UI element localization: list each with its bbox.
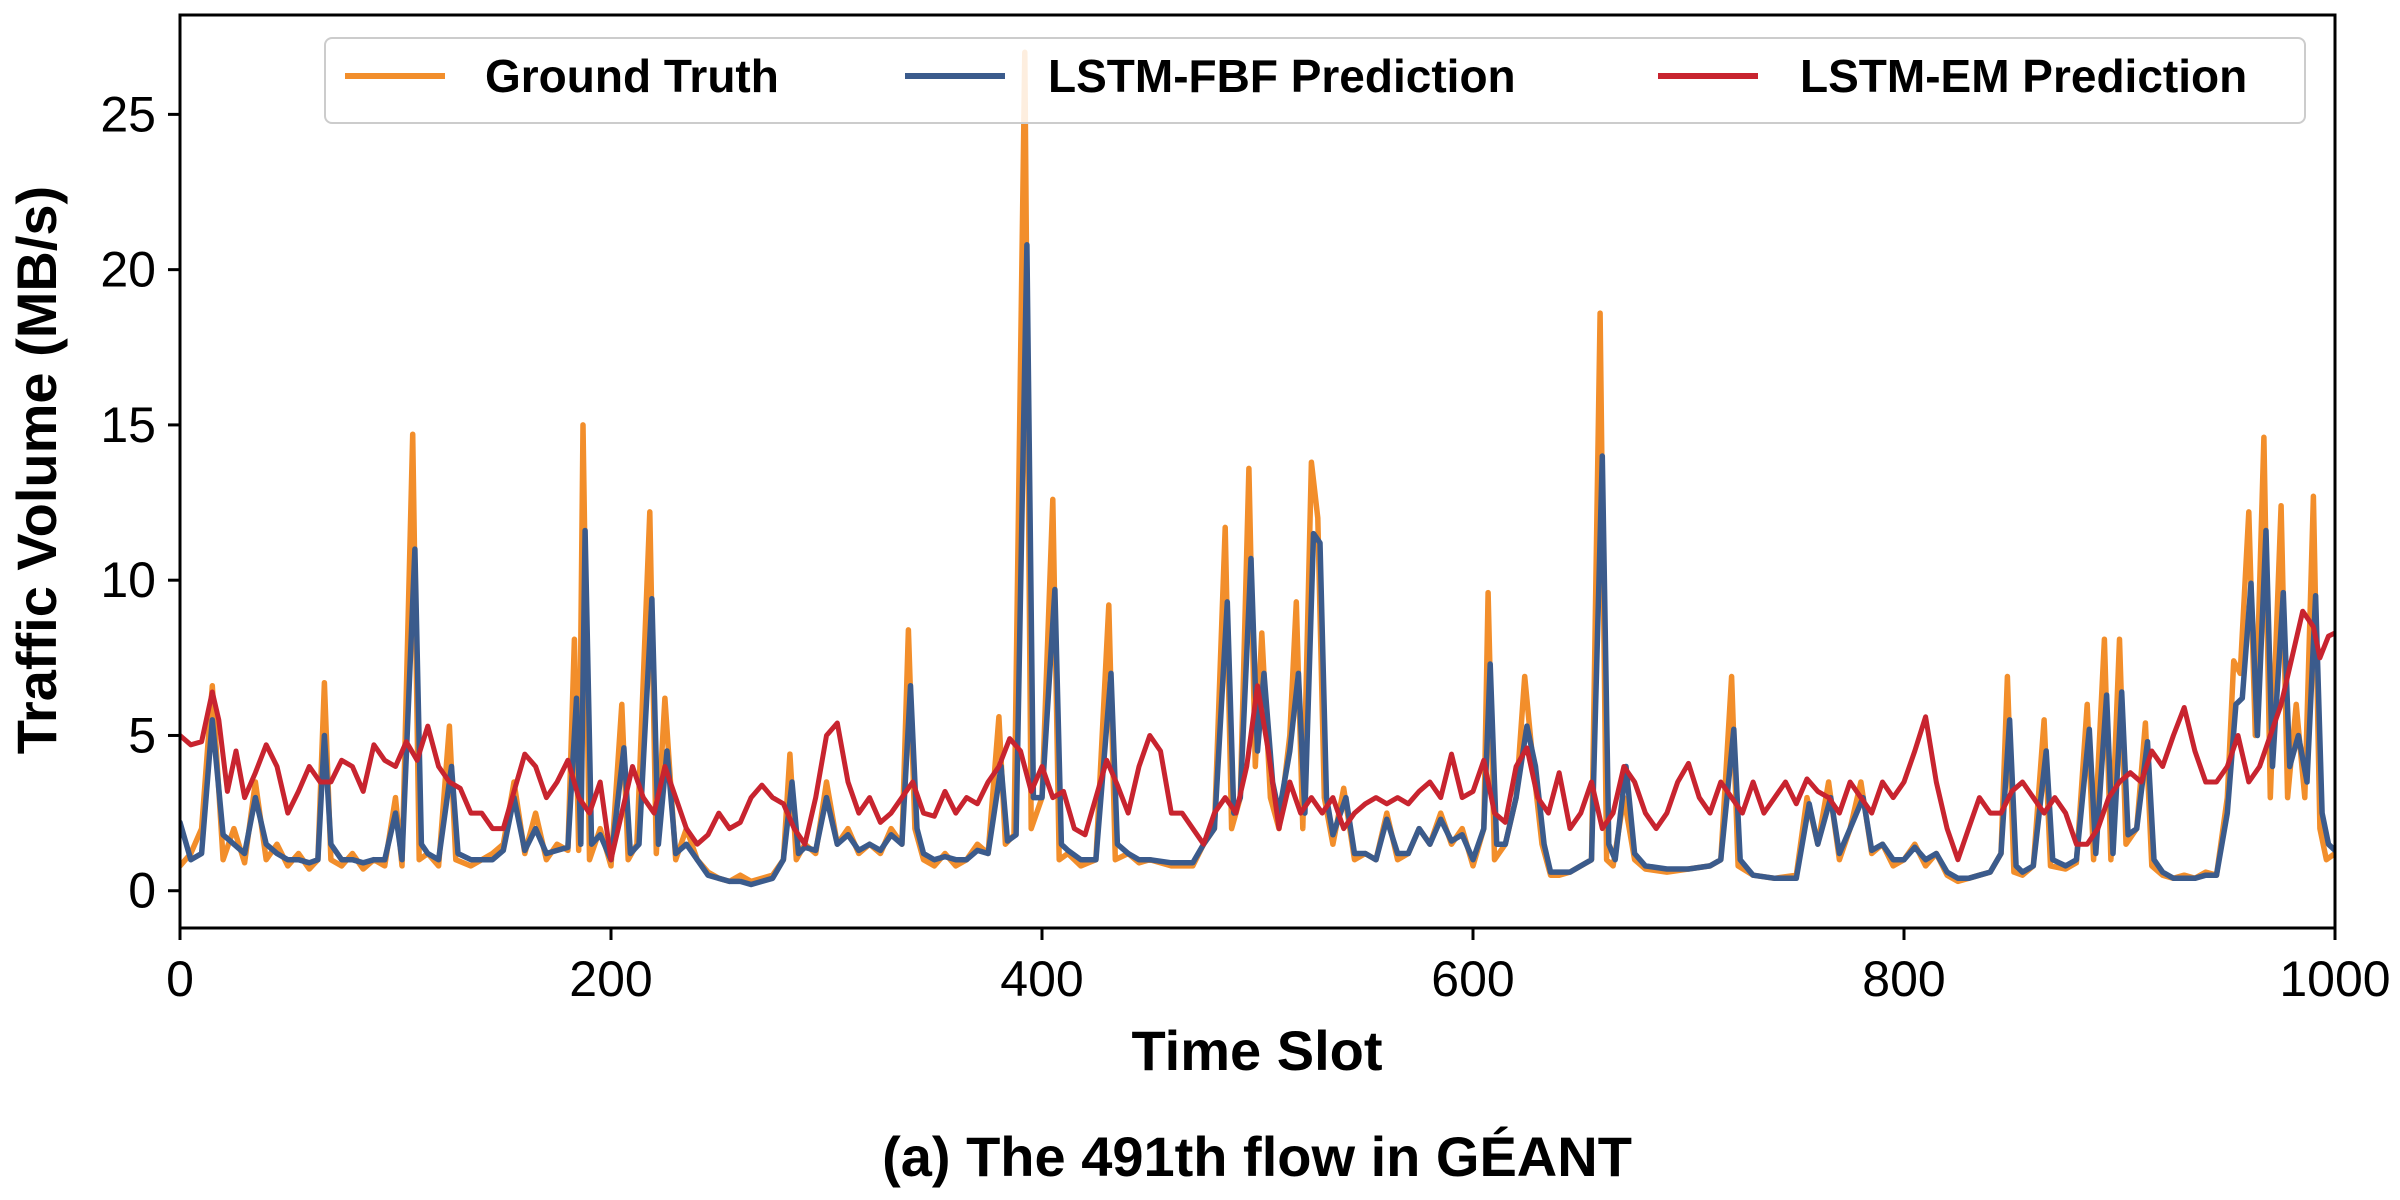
legend-label-lstm-em: LSTM-EM Prediction [1800, 50, 2247, 102]
y-tick-label: 0 [128, 863, 156, 919]
legend-label-lstm-fbf: LSTM-FBF Prediction [1048, 50, 1516, 102]
y-axis: 0 5 10 15 20 25 [100, 86, 180, 919]
x-tick-label: 800 [1862, 951, 1945, 1007]
figure-caption: (a) The 491th flow in GÉANT [882, 1125, 1632, 1188]
series-line-lstm-em-prediction [180, 608, 2335, 863]
x-tick-label: 1000 [2279, 951, 2390, 1007]
x-tick-label: 400 [1000, 951, 1083, 1007]
x-tick-label: 200 [569, 951, 652, 1007]
x-tick-label: 600 [1431, 951, 1514, 1007]
legend: Ground Truth LSTM-FBF Prediction LSTM-EM… [324, 37, 2306, 124]
x-axis: 0 200 400 600 800 1000 [166, 928, 2391, 1007]
y-tick-label: 20 [100, 242, 156, 298]
y-axis-label: Traffic Volume (MB/s) [5, 186, 68, 754]
y-tick-label: 25 [100, 86, 156, 142]
y-tick-label: 15 [100, 397, 156, 453]
y-tick-label: 10 [100, 552, 156, 608]
series-layer [180, 49, 2335, 888]
legend-box [324, 37, 2306, 124]
y-tick-label: 5 [128, 707, 156, 763]
x-tick-label: 0 [166, 951, 194, 1007]
plot-frame [178, 13, 2337, 930]
legend-label-ground-truth: Ground Truth [485, 50, 779, 102]
x-axis-label: Time Slot [1131, 1019, 1382, 1082]
